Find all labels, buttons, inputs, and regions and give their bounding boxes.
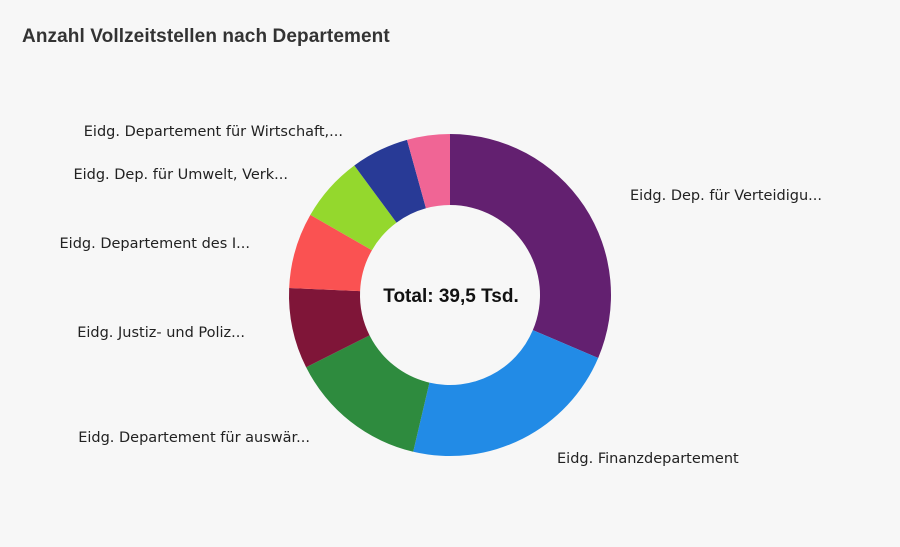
donut-slice[interactable] bbox=[306, 335, 430, 452]
donut-slice[interactable] bbox=[310, 165, 397, 251]
donut-slice[interactable] bbox=[354, 139, 426, 223]
slice-label: Eidg. Departement für auswär... bbox=[78, 430, 310, 446]
donut-slice[interactable] bbox=[289, 287, 370, 368]
center-total-label: Total: 39,5 Tsd. bbox=[383, 286, 519, 307]
slice-label: Eidg. Dep. für Umwelt, Verk... bbox=[73, 167, 288, 183]
slice-label: Eidg. Departement des I... bbox=[60, 236, 250, 252]
slice-label: Eidg. Dep. für Verteidigu... bbox=[630, 188, 822, 204]
chart-title: Anzahl Vollzeitstellen nach Departement bbox=[22, 26, 390, 47]
slice-label: Eidg. Finanzdepartement bbox=[557, 451, 739, 467]
donut-slice[interactable] bbox=[289, 214, 372, 292]
donut-slice[interactable] bbox=[406, 134, 450, 209]
donut-slice[interactable] bbox=[450, 134, 612, 358]
donut-slice[interactable] bbox=[413, 330, 599, 456]
slice-label: Eidg. Justiz- und Poliz... bbox=[77, 325, 245, 341]
slice-label: Eidg. Departement für Wirtschaft,... bbox=[84, 124, 343, 140]
